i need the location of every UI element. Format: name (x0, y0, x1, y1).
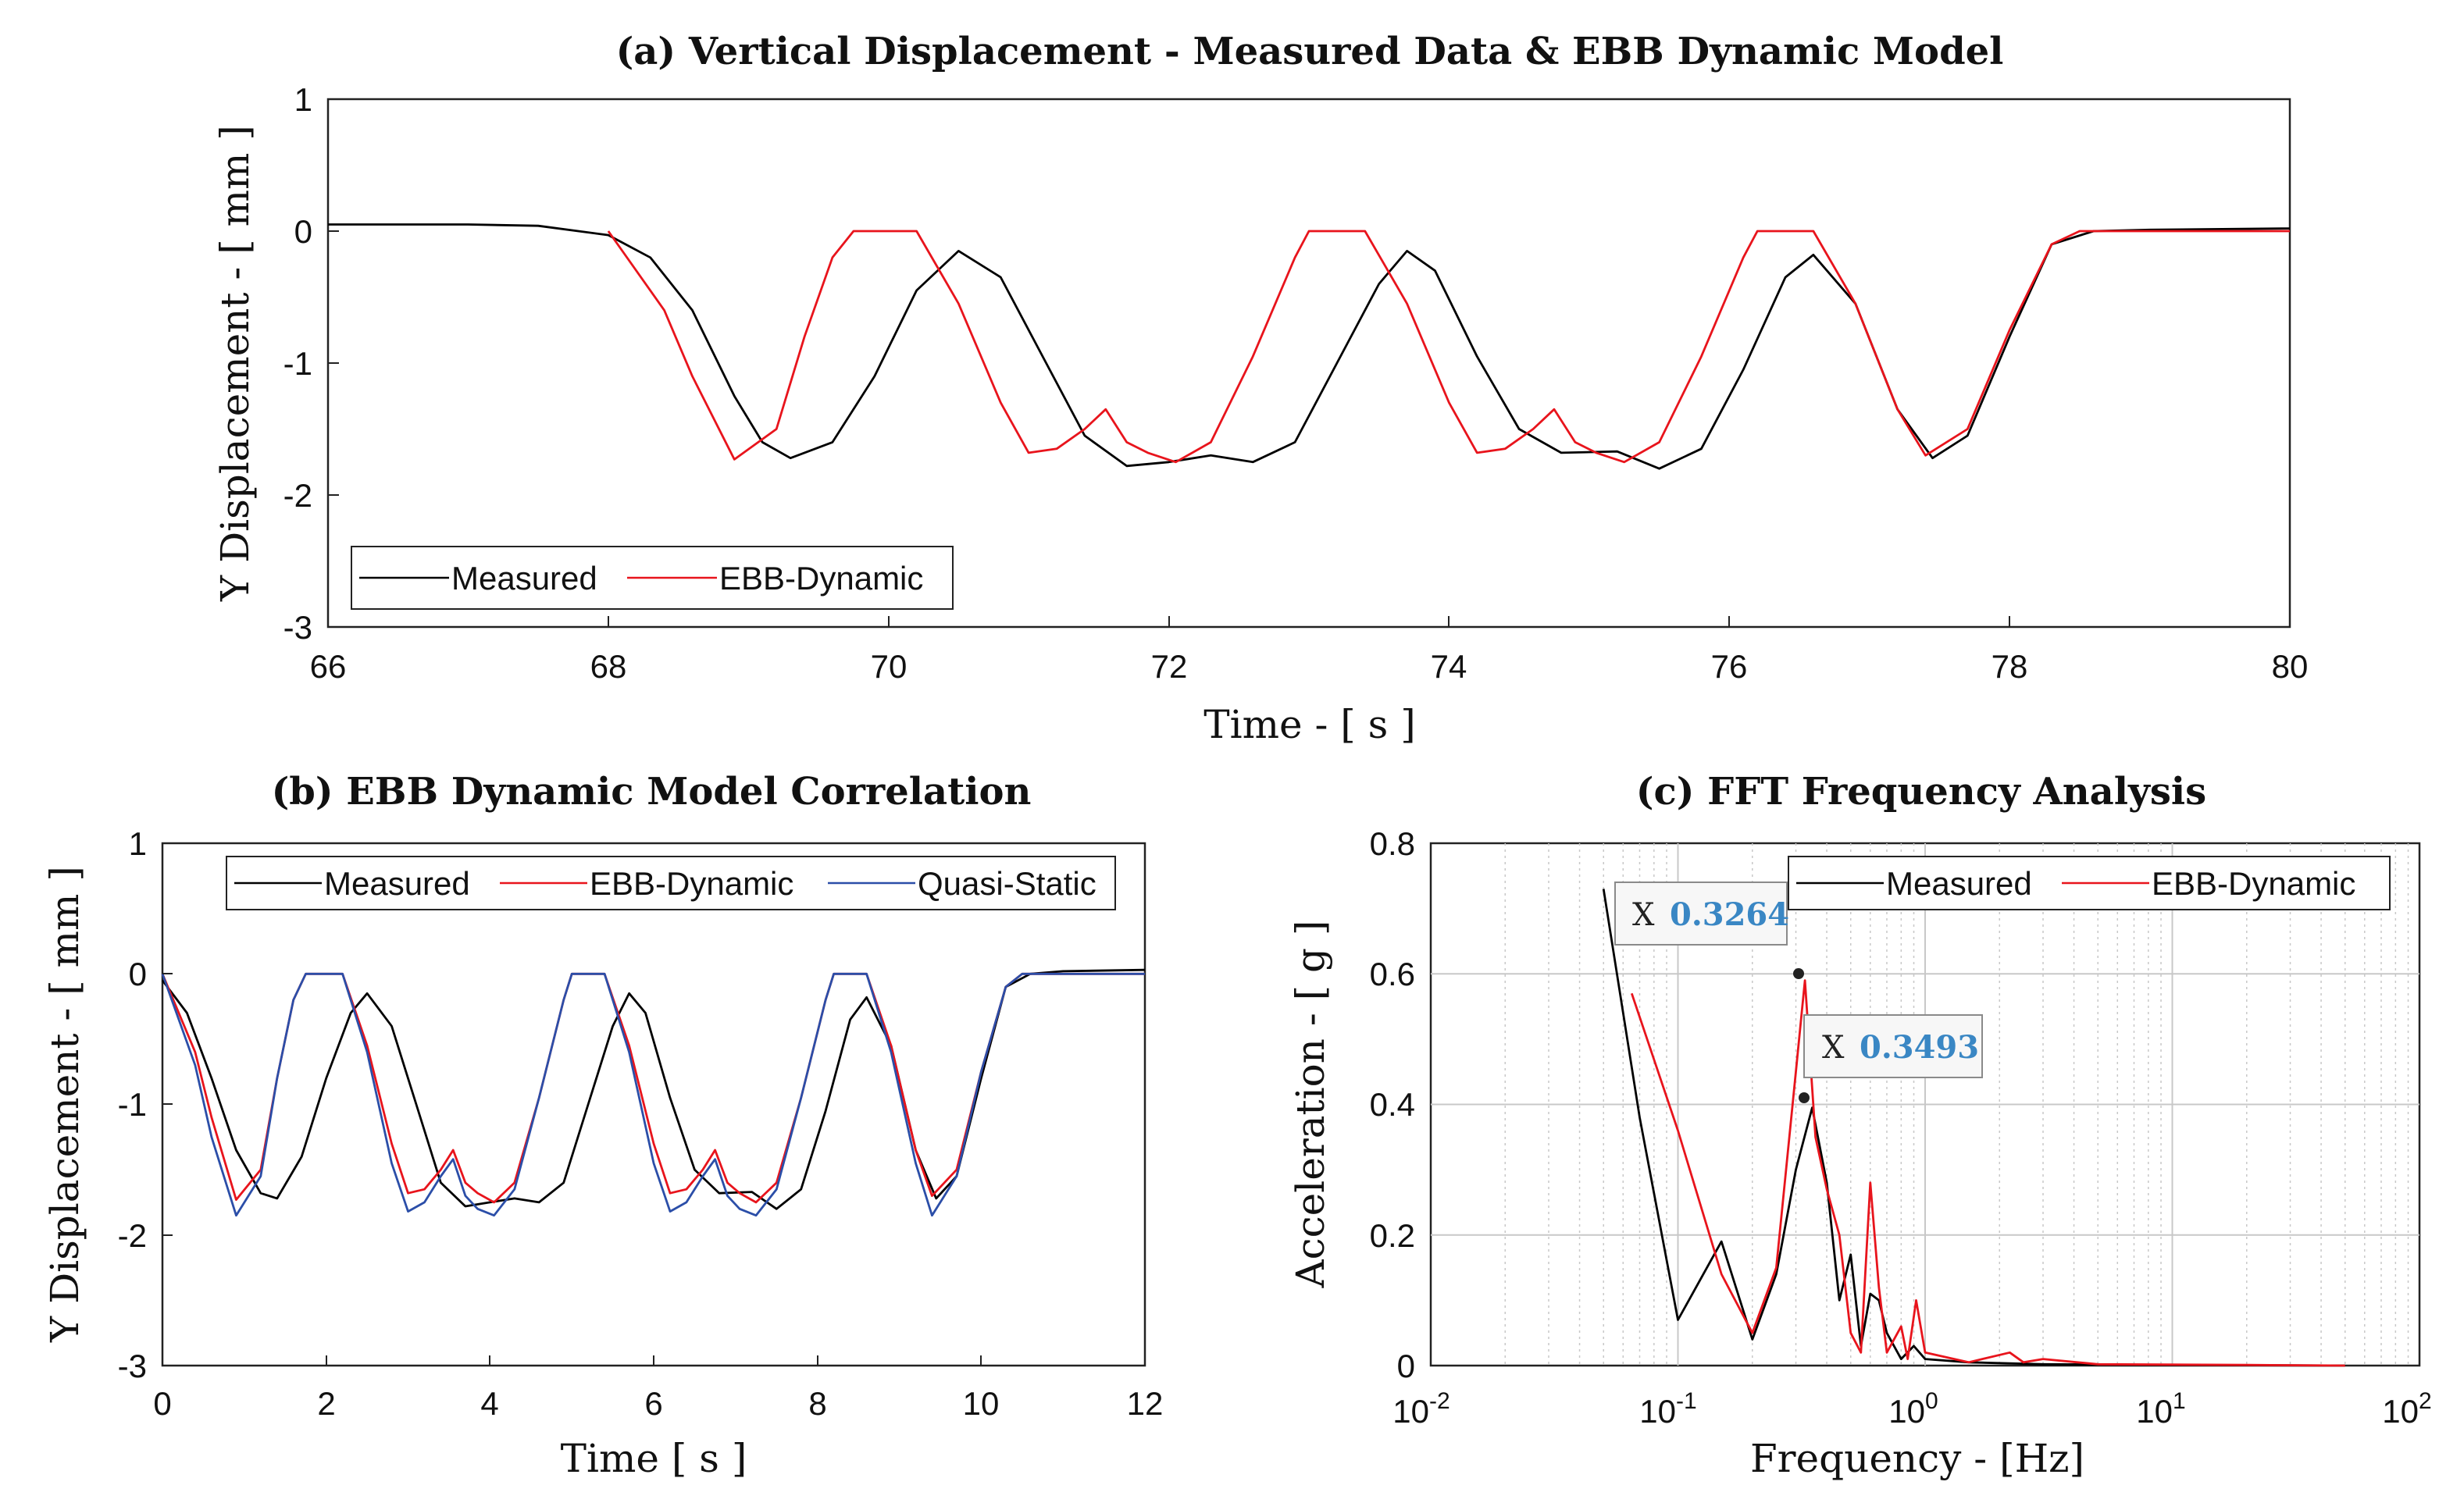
panel-c-xticks: 10-2 10-1 100 101 102 (1392, 1388, 2431, 1430)
panel-a-title: (a) Vertical Displacement - Measured Dat… (616, 30, 2004, 73)
legend-label-measured: Measured (1886, 865, 2032, 902)
panel-c-grid (1431, 843, 2419, 1366)
panel-a-tickmarks (328, 230, 2010, 627)
panel-a-xtick: 78 (1992, 648, 2028, 685)
legend-label-measured: Measured (451, 560, 597, 597)
panel-b-xtick: 6 (644, 1385, 662, 1422)
panel-b-axes (161, 842, 1146, 1367)
panel-c-xtick: 10-2 (1392, 1388, 1450, 1430)
datatip-2-label: X (1822, 1030, 1845, 1066)
panel-b-series-measured (161, 968, 1146, 1210)
datatip-1[interactable]: X 0.3264 (1614, 881, 1804, 979)
panel-b: (b) EBB Dynamic Model Correlation 0 2 4 … (42, 770, 1163, 1481)
panel-c-yticks: 0.8 0.6 0.4 0.2 0 (1370, 825, 1415, 1384)
panel-a-xtick: 76 (1711, 648, 1748, 685)
panel-a-ytick: -2 (283, 477, 312, 514)
legend-label-ebb: EBB-Dynamic (719, 560, 923, 597)
panel-a-xtick: 74 (1431, 648, 1467, 685)
panel-b-tickmarks (162, 973, 982, 1366)
panel-b-series-quasi (161, 972, 1145, 1217)
panel-a-axes (326, 98, 2291, 629)
datatip-2[interactable]: X 0.3493 (1799, 1014, 1983, 1103)
panel-c-series-ebb (1630, 979, 2345, 1367)
panel-a-xticks: 66 68 70 72 74 76 78 80 (310, 648, 2309, 685)
panel-c-legend: Measured EBB-Dynamic (1788, 856, 2391, 910)
panel-b-xticks: 0 2 4 6 8 10 12 (153, 1385, 1163, 1422)
datatip-2-value: 0.3493 (1860, 1029, 1979, 1066)
panel-a-ytick: -1 (283, 345, 312, 382)
panel-a-xtick: 70 (871, 648, 908, 685)
panel-c-series-measured (1602, 889, 2345, 1367)
datatip-1-value: 0.3264 (1670, 896, 1789, 933)
series-line-measured (161, 968, 1146, 1210)
panel-b-xtick: 4 (480, 1385, 498, 1422)
panel-a-xtick: 80 (2272, 648, 2309, 685)
panel-a-ytick: 0 (294, 213, 312, 250)
panel-c-ytick: 0 (1397, 1348, 1415, 1384)
panel-b-legend: Measured EBB-Dynamic Quasi-Static (226, 856, 1116, 910)
panel-b-title: (b) EBB Dynamic Model Correlation (272, 770, 1032, 814)
panel-b-ytick: -3 (118, 1348, 147, 1384)
panel-b-xtick: 12 (1127, 1385, 1164, 1422)
panel-b-xlabel: Time [ s ] (561, 1436, 747, 1481)
legend-label-ebb: EBB-Dynamic (590, 865, 793, 902)
panel-a-legend: Measured EBB-Dynamic (351, 546, 954, 610)
series-line-ebb-dynamic (607, 230, 2290, 464)
series-line-measured (1602, 889, 2345, 1367)
legend-label-measured: Measured (324, 865, 470, 902)
legend-label-quasi: Quasi-Static (918, 865, 1096, 902)
panel-b-ytick: 1 (129, 825, 147, 862)
panel-c-ytick: 0.6 (1370, 956, 1415, 992)
panel-c-ytick: 0.8 (1370, 825, 1415, 862)
panel-c-xtick: 100 (1888, 1388, 1938, 1430)
panel-c-xlabel: Frequency - [Hz] (1750, 1436, 2084, 1481)
panel-a-series-ebb (607, 230, 2290, 464)
series-line-quasi-static (161, 972, 1145, 1217)
panel-c-ytick: 0.4 (1370, 1086, 1415, 1123)
panel-b-xtick: 8 (808, 1385, 826, 1422)
series-line-ebb-dynamic (1630, 979, 2345, 1367)
panel-c-xtick: 10-1 (1639, 1388, 1696, 1430)
datatip-1-label: X (1632, 897, 1655, 933)
legend-label-ebb: EBB-Dynamic (2152, 865, 2355, 902)
panel-a-xtick: 72 (1151, 648, 1188, 685)
panel-c-ytick: 0.2 (1370, 1217, 1415, 1254)
panel-a-xtick: 68 (590, 648, 627, 685)
panel-c-xtick: 101 (2136, 1388, 2185, 1430)
panel-a-ytick: 1 (294, 81, 312, 118)
panel-a-ylabel: Y Displacement - [ mm ] (212, 125, 258, 602)
panel-c: (c) FFT Frequency Analysis 10-2 10-1 100… (1288, 770, 2432, 1481)
panel-b-xtick: 10 (963, 1385, 1000, 1422)
panel-c-xtick: 102 (2382, 1388, 2431, 1430)
panel-b-ytick: 0 (129, 956, 147, 992)
datatip-2-marker (1799, 1092, 1810, 1103)
panel-b-xtick: 2 (317, 1385, 335, 1422)
panel-a-ytick: -3 (283, 609, 312, 646)
panel-a-xtick: 66 (310, 648, 347, 685)
panel-a-yticks: 1 0 -1 -2 -3 (283, 81, 312, 646)
panel-c-ylabel: Acceleration - [ g ] (1288, 921, 1333, 1289)
panel-a: (a) Vertical Displacement - Measured Dat… (212, 30, 2308, 747)
panel-b-yticks: 1 0 -1 -2 -3 (118, 825, 147, 1384)
panel-a-xlabel: Time - [ s ] (1203, 702, 1415, 747)
panel-c-title: (c) FFT Frequency Analysis (1636, 770, 2206, 814)
panel-b-ylabel: Y Displacement - [ mm ] (42, 866, 87, 1343)
panel-b-ytick: -2 (118, 1217, 147, 1254)
panel-b-ytick: -1 (118, 1086, 147, 1123)
datatip-1-marker (1793, 968, 1804, 979)
panel-b-xtick: 0 (153, 1385, 171, 1422)
